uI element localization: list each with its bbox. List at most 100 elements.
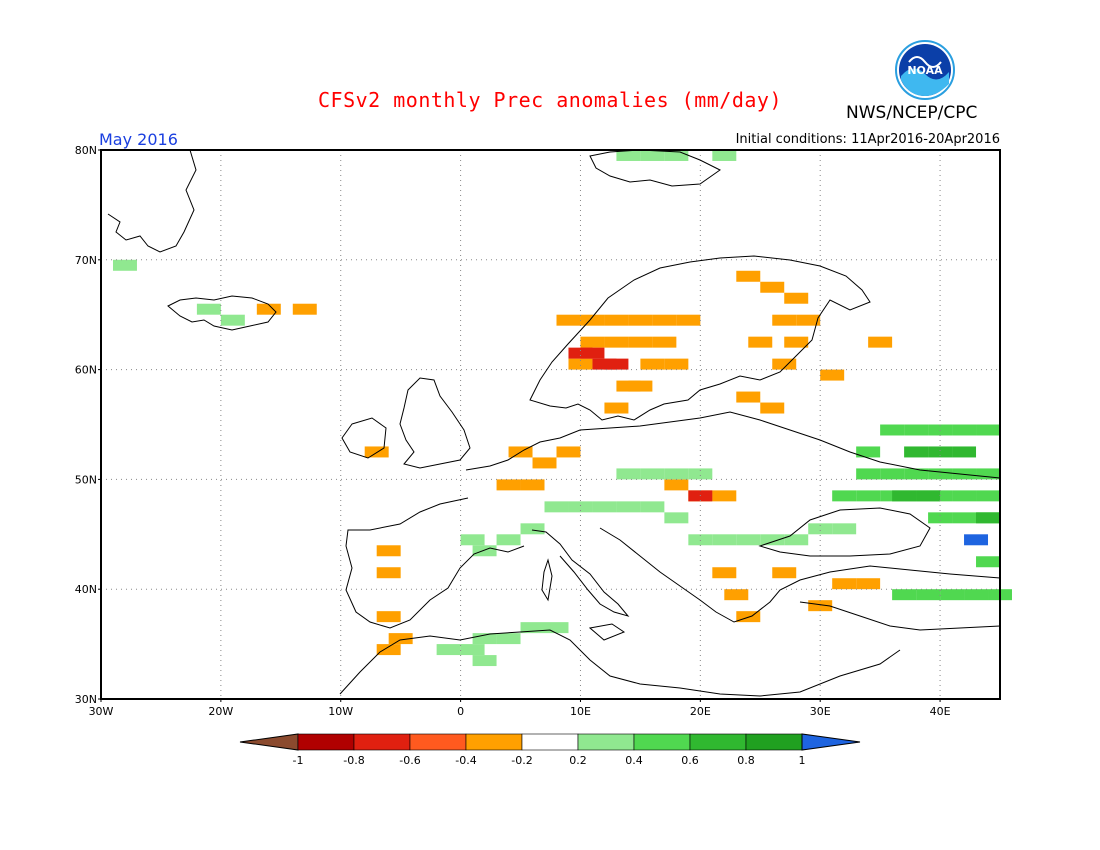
anomaly-cell xyxy=(652,336,677,348)
anomaly-cell xyxy=(856,468,881,480)
forecast-month: May 2016 xyxy=(99,130,178,149)
colorbar-swatch xyxy=(409,733,467,751)
anomaly-cell xyxy=(688,468,713,480)
balkans-coast xyxy=(599,527,1001,623)
lon-label: 10E xyxy=(570,705,591,718)
noaa-logo-text: NOAA xyxy=(907,64,943,77)
ireland-coast xyxy=(341,417,387,459)
anomaly-cell xyxy=(604,358,629,370)
colorbar-swatch xyxy=(577,733,635,751)
anomaly-cell xyxy=(472,655,497,667)
anomaly-cell xyxy=(664,479,689,491)
anomaly-cell xyxy=(580,336,605,348)
anomaly-cell xyxy=(592,501,617,513)
colorbar-swatch xyxy=(353,733,411,751)
anomaly-cell xyxy=(532,457,557,469)
anomaly-cell xyxy=(940,589,965,601)
anomaly-cell xyxy=(376,545,401,557)
anomaly-cell xyxy=(760,402,785,414)
anomaly-cell xyxy=(892,490,917,502)
anomaly-cell xyxy=(388,633,413,645)
anomaly-cell xyxy=(580,347,605,359)
colorbar-upper-arrow xyxy=(801,733,861,751)
greenland-coast xyxy=(107,149,197,253)
colorbar-lower-arrow xyxy=(239,733,299,751)
initial-conditions: Initial conditions: 11Apr2016-20Apr2016 xyxy=(735,132,1000,147)
anomaly-cell xyxy=(964,589,989,601)
colorbar-label: 0.8 xyxy=(737,754,755,767)
lat-label: 70N xyxy=(75,254,97,267)
anomaly-cell xyxy=(832,523,857,535)
anomaly-cell xyxy=(520,523,545,535)
colorbar-label: 0.2 xyxy=(569,754,587,767)
italy-coast xyxy=(531,529,630,617)
anomaly-cell xyxy=(904,446,929,458)
anomaly-cell xyxy=(976,468,1000,480)
corsica-sardinia xyxy=(541,558,553,602)
anomaly-cell xyxy=(748,336,773,348)
anomaly-cell xyxy=(784,336,809,348)
anomaly-cell xyxy=(976,556,1000,568)
colorbar-label: -0.8 xyxy=(343,754,364,767)
anomaly-cell xyxy=(736,611,761,623)
north-africa-coast xyxy=(339,629,901,697)
anomaly-cell xyxy=(520,479,545,491)
anomaly-cell xyxy=(928,446,953,458)
anomaly-cell xyxy=(772,314,797,326)
anomaly-cell xyxy=(376,611,401,623)
anomaly-cell xyxy=(112,259,137,271)
anomaly-cell xyxy=(952,424,977,436)
anomaly-cell xyxy=(604,336,629,348)
anomaly-cell xyxy=(928,468,953,480)
anomaly-cell xyxy=(796,314,821,326)
colorbar-swatch xyxy=(521,733,579,751)
anomaly-cell xyxy=(628,336,653,348)
colorbar-swatch xyxy=(633,733,691,751)
anomaly-cell xyxy=(916,490,941,502)
anomaly-cell xyxy=(820,369,845,381)
colorbar-label: 1 xyxy=(799,754,806,767)
anomaly-cell xyxy=(952,512,977,524)
anomaly-cell xyxy=(616,468,641,480)
anomaly-cell xyxy=(664,150,689,161)
anomaly-cell xyxy=(832,490,857,502)
anomaly-cell xyxy=(952,446,977,458)
anomaly-cell xyxy=(436,644,461,656)
coastlines xyxy=(107,149,1001,697)
colorbar-swatch xyxy=(297,733,355,751)
anomaly-cell xyxy=(496,534,521,546)
anomaly-cell xyxy=(364,446,389,458)
anomaly-cell xyxy=(772,358,797,370)
colorbar-swatch xyxy=(465,733,523,751)
anomaly-cell xyxy=(544,622,569,634)
anomaly-cell xyxy=(460,534,485,546)
anomaly-cell xyxy=(568,501,593,513)
gridlines xyxy=(101,150,1000,699)
lon-label: 20E xyxy=(690,705,711,718)
colorbar-label: -0.4 xyxy=(455,754,476,767)
anomaly-cell xyxy=(880,424,905,436)
anomaly-cell xyxy=(964,534,989,546)
anomaly-cell xyxy=(568,358,593,370)
anomaly-cell xyxy=(256,303,281,315)
lat-label: 80N xyxy=(75,144,97,157)
colorbar-label: 0.4 xyxy=(625,754,643,767)
lon-label: 30W xyxy=(89,705,114,718)
noaa-logo: NOAA xyxy=(895,40,955,100)
anomaly-cell xyxy=(760,534,785,546)
anomaly-cell xyxy=(928,512,953,524)
anomaly-cell xyxy=(640,150,665,161)
anomaly-cell xyxy=(616,150,641,161)
lat-label: 40N xyxy=(75,583,97,596)
anomaly-cell xyxy=(664,358,689,370)
anomaly-cell xyxy=(376,567,401,579)
anomaly-cell xyxy=(604,314,629,326)
anomaly-cell xyxy=(808,523,833,535)
colorbar-swatch xyxy=(745,733,803,751)
anomaly-cell xyxy=(892,589,917,601)
colorbar-label: 0.6 xyxy=(681,754,699,767)
anomaly-cell xyxy=(760,281,785,293)
scandinavia-coast xyxy=(529,255,871,421)
lat-label: 60N xyxy=(75,364,97,377)
colorbar-label: -0.6 xyxy=(399,754,420,767)
